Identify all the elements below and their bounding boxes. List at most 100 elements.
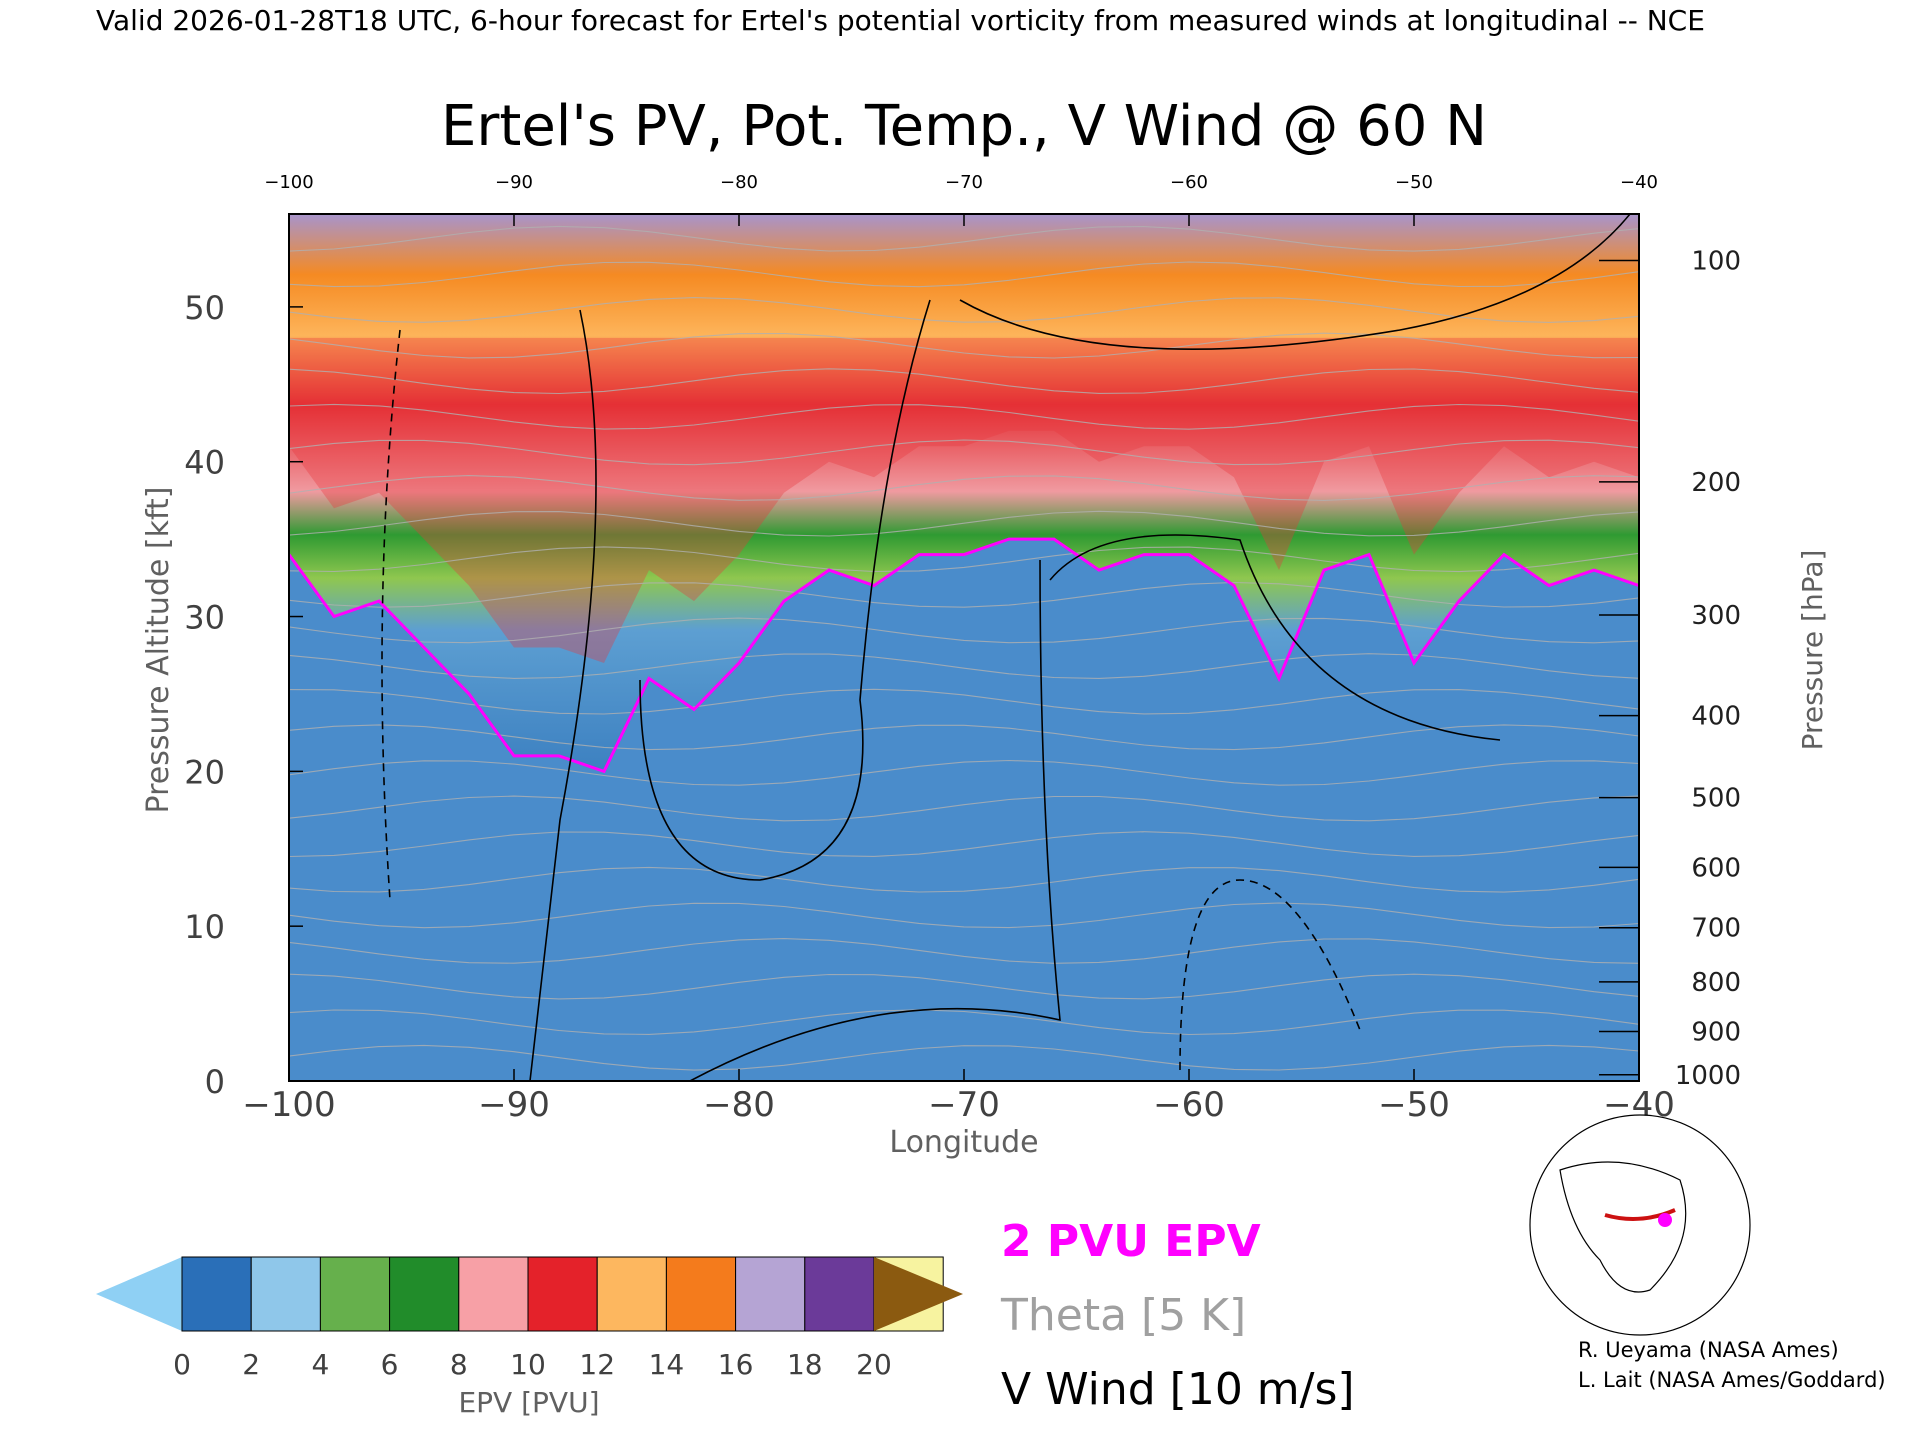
colorbar-tick-label: 0 bbox=[173, 1348, 191, 1381]
wind-contours bbox=[381, 214, 1631, 1081]
pressure-tick-label: 300 bbox=[1691, 601, 1741, 631]
y-tick-label: 40 bbox=[184, 444, 225, 482]
colorbar-segment bbox=[804, 1256, 875, 1332]
map-latitude-arc bbox=[1604, 1208, 1676, 1221]
tropopause-2pvu-line bbox=[289, 537, 1639, 774]
colorbar-segment bbox=[735, 1256, 806, 1332]
x-top-tick-label: −80 bbox=[720, 172, 758, 193]
colorbar-segment bbox=[319, 1256, 391, 1332]
colorbar-tick-label: 2 bbox=[242, 1348, 260, 1381]
plot-area bbox=[289, 214, 1639, 1081]
theta-contour-line bbox=[289, 332, 1639, 359]
wind-contour-dashed-east bbox=[1179, 879, 1361, 1071]
y-axis-left-label: Pressure Altitude [kft] bbox=[141, 487, 176, 814]
stratosphere-overlay bbox=[289, 337, 1639, 663]
theta-contour-line bbox=[289, 368, 1639, 395]
legend-wind-entry: V Wind [10 m/s] bbox=[1001, 1364, 1355, 1415]
chart-title: Ertel's PV, Pot. Temp., V Wind @ 60 N bbox=[441, 94, 1487, 159]
y-tick-label: 0 bbox=[205, 1063, 225, 1101]
colorbar-ticks: 0 2 4 6 8 10 12 14 16 18 20 bbox=[173, 1348, 892, 1381]
x-top-tick-label: −70 bbox=[945, 172, 983, 193]
theta-contour-line bbox=[289, 759, 1639, 786]
pressure-tick-label: 900 bbox=[1691, 1017, 1741, 1047]
pressure-tick-label: 500 bbox=[1691, 784, 1741, 814]
map-continent-outline bbox=[1559, 1161, 1687, 1293]
wind-contour-zero-west bbox=[529, 309, 597, 1081]
legend-pv-entry: 2 PVU EPV bbox=[1001, 1216, 1261, 1267]
theta-contour-line bbox=[289, 1044, 1639, 1071]
credit-line-1: R. Ueyama (NASA Ames) bbox=[1578, 1338, 1839, 1362]
pressure-tick-label: 700 bbox=[1691, 914, 1741, 944]
legend-theta-entry: Theta [5 K] bbox=[1000, 1290, 1246, 1341]
colorbar-tick-label: 8 bbox=[450, 1348, 468, 1381]
y-tick-label: 50 bbox=[184, 289, 225, 327]
x-tick-label: −70 bbox=[928, 1085, 1000, 1125]
theta-contours bbox=[289, 225, 1639, 1071]
x-top-tick-label: −60 bbox=[1170, 172, 1208, 193]
colorbar-tick-label: 16 bbox=[718, 1348, 754, 1381]
theta-contour-line bbox=[289, 403, 1639, 430]
colorbar-tick-label: 10 bbox=[510, 1348, 546, 1381]
colorbar-tick-label: 14 bbox=[649, 1348, 685, 1381]
theta-contour-line bbox=[289, 510, 1639, 537]
colorbar-segment bbox=[181, 1256, 252, 1332]
colorbar-segment bbox=[389, 1256, 460, 1332]
map-globe-outline bbox=[1529, 1114, 1751, 1336]
colorbar-segment bbox=[458, 1256, 529, 1332]
colorbar-under-arrow bbox=[96, 1257, 182, 1331]
theta-contour-line bbox=[289, 724, 1639, 751]
theta-contour-line bbox=[289, 795, 1639, 822]
x-tick-label: −50 bbox=[1378, 1085, 1450, 1125]
x-axis-label: Longitude bbox=[889, 1125, 1038, 1160]
pressure-tick-label: 600 bbox=[1691, 853, 1741, 883]
x-top-tick-label: −40 bbox=[1620, 172, 1658, 193]
pressure-tick-label: 1000 bbox=[1675, 1061, 1741, 1091]
theta-contour-line bbox=[289, 581, 1639, 608]
x-axis-bottom: −100 −90 −80 −70 −60 −50 −40 bbox=[242, 1069, 1675, 1125]
pressure-tick-label: 400 bbox=[1691, 702, 1741, 732]
colorbar: 0 2 4 6 8 10 12 14 16 18 20 EPV [PVU] bbox=[96, 1256, 963, 1419]
y-tick-label: 10 bbox=[184, 908, 225, 946]
x-tick-label: −40 bbox=[1603, 1085, 1675, 1125]
colorbar-tick-label: 12 bbox=[579, 1348, 615, 1381]
wind-contour-ten-east bbox=[1049, 534, 1501, 741]
colorbar-segments bbox=[181, 1256, 944, 1332]
theta-contour-line bbox=[289, 866, 1639, 893]
colorbar-tick-label: 20 bbox=[856, 1348, 892, 1381]
theta-contour-line bbox=[289, 439, 1639, 466]
theta-contour-line bbox=[289, 902, 1639, 929]
x-top-tick-label: −50 bbox=[1395, 172, 1433, 193]
pressure-tick-label: 800 bbox=[1691, 968, 1741, 998]
y-tick-label: 20 bbox=[184, 753, 225, 791]
y-tick-label: 30 bbox=[184, 599, 225, 637]
theta-contour-line bbox=[289, 1009, 1639, 1036]
theta-contour-line bbox=[289, 617, 1639, 644]
theta-contour-line bbox=[289, 225, 1639, 252]
wind-contour-zero-mid bbox=[689, 559, 1061, 1081]
colorbar-segment bbox=[250, 1256, 321, 1332]
theta-contour-line bbox=[289, 297, 1639, 323]
y-axis-right-label: Pressure [hPa] bbox=[1796, 550, 1829, 751]
troposphere-fill bbox=[289, 539, 1639, 1081]
colorbar-tick-label: 18 bbox=[787, 1348, 823, 1381]
colorbar-segment bbox=[596, 1256, 667, 1332]
theta-contour-line bbox=[289, 261, 1639, 288]
colorbar-over-arrow bbox=[874, 1257, 963, 1331]
y-axis-left: 0 10 20 30 40 50 bbox=[184, 289, 303, 1101]
y-axis-right: 100 200 300 400 500 600 700 800 900 1000 bbox=[1599, 246, 1741, 1091]
map-location-marker bbox=[1658, 1213, 1672, 1227]
colorbar-label: EPV [PVU] bbox=[458, 1386, 599, 1419]
wind-contour-ten-mid bbox=[639, 299, 931, 881]
x-tick-label: −60 bbox=[1153, 1085, 1225, 1125]
wind-contour-top bbox=[959, 214, 1631, 350]
colorbar-tick-label: 6 bbox=[381, 1348, 399, 1381]
x-top-tick-label: −100 bbox=[264, 172, 313, 193]
x-tick-label: −80 bbox=[703, 1085, 775, 1125]
x-tick-label: −100 bbox=[242, 1085, 335, 1125]
theta-contour-line bbox=[289, 973, 1639, 1000]
theta-contour-line bbox=[289, 938, 1639, 964]
wind-contour-ten-dashed bbox=[381, 329, 401, 901]
valid-time-header: Valid 2026-01-28T18 UTC, 6-hour forecast… bbox=[96, 4, 1705, 37]
pressure-tick-label: 100 bbox=[1691, 246, 1741, 276]
theta-contour-line bbox=[289, 653, 1639, 679]
